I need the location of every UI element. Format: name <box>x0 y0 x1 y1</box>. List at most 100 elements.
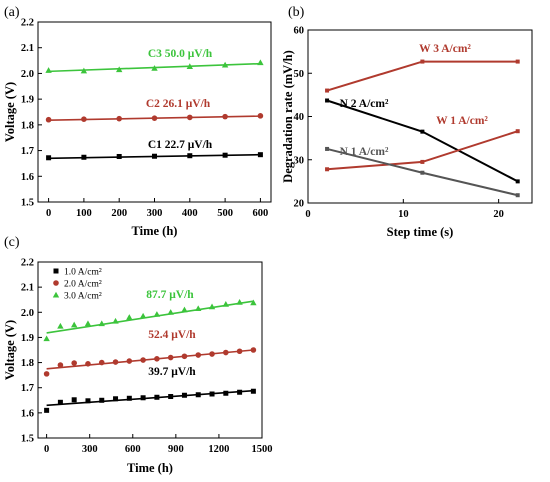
series-label: 87.7 μV/h <box>146 289 194 301</box>
series-0: 39.7 μV/h <box>44 366 256 413</box>
data-point <box>195 352 202 358</box>
data-point <box>257 59 264 66</box>
fit-line <box>46 300 254 334</box>
legend: 1.0 A/cm² 2.0 A/cm² 3.0 A/cm² <box>52 268 102 302</box>
data-point <box>139 312 147 319</box>
y-tick-label: 1.7 <box>21 383 34 394</box>
x-tick-label: 0 <box>46 208 51 219</box>
series-1: N 2 A/cm² <box>325 98 520 184</box>
y-tick-label: 2.1 <box>21 43 34 54</box>
series-label: N 1 A/cm² <box>340 146 389 158</box>
series-label: 52.4 μV/h <box>148 329 196 341</box>
panel-letter: (a) <box>4 5 20 20</box>
legend-label: 2.0 A/cm² <box>64 280 102 290</box>
data-point <box>116 153 122 159</box>
data-point <box>223 349 229 356</box>
y-tick-label: 2.2 <box>21 18 34 29</box>
data-point <box>57 362 64 368</box>
series-1: C2 26.1 μV/h <box>45 98 264 123</box>
data-point <box>98 359 105 366</box>
data-point <box>515 179 520 184</box>
data-point <box>45 116 52 123</box>
data-point <box>181 392 187 398</box>
series-1: 52.4 μV/h <box>43 329 257 377</box>
data-point <box>222 113 228 120</box>
y-tick-label: 1.5 <box>21 434 34 445</box>
data-point <box>325 88 330 93</box>
data-point <box>222 152 228 158</box>
data-point <box>85 361 91 367</box>
data-point <box>140 395 146 401</box>
x-axis-label: Time (h) <box>132 224 178 238</box>
x-tick-label: 200 <box>111 208 127 219</box>
legend-marker <box>53 268 59 274</box>
x-tick-label: 900 <box>168 444 184 455</box>
x-axis-label: Step time (s) <box>387 225 454 239</box>
data-point <box>98 320 105 327</box>
y-tick-label: 20 <box>294 199 305 210</box>
data-point <box>325 167 330 172</box>
panel-0: 0 100 200 300 400 500 600 1.5 1.6 1.7 1.8 1.9 2.0 2.1… <box>3 5 272 238</box>
data-point <box>236 348 243 355</box>
data-point <box>44 407 50 413</box>
series-0: W 3 A/cm² <box>325 43 520 93</box>
series-line <box>326 60 518 92</box>
data-point <box>153 311 161 317</box>
data-point <box>237 389 243 395</box>
series-2: W 1 A/cm² <box>325 115 520 172</box>
series-label: 39.7 μV/h <box>148 366 196 378</box>
data-point <box>222 301 230 307</box>
y-axis-label: Voltage (V) <box>3 320 17 380</box>
y-tick-label: 50 <box>294 69 305 80</box>
data-point <box>223 390 229 396</box>
data-point <box>167 354 174 361</box>
data-point <box>81 154 87 160</box>
data-point <box>187 114 193 121</box>
y-tick-label: 1.6 <box>21 172 34 183</box>
fit-line <box>46 349 254 370</box>
data-point <box>181 306 188 313</box>
panel-letter: (c) <box>4 235 20 250</box>
data-point <box>46 155 52 161</box>
data-point <box>250 299 257 306</box>
y-tick-label: 1.8 <box>21 358 34 369</box>
data-point <box>154 394 160 400</box>
x-tick-label: 1500 <box>252 444 273 455</box>
data-point <box>115 66 123 73</box>
data-point <box>43 335 50 342</box>
y-tick-label: 2.0 <box>21 308 34 319</box>
data-point <box>140 357 146 363</box>
data-point <box>112 359 119 365</box>
data-point <box>45 67 52 73</box>
series-label: W 1 A/cm² <box>436 115 488 127</box>
data-point <box>515 59 520 64</box>
y-axis-label: Voltage (V) <box>3 82 17 142</box>
data-point <box>71 360 77 366</box>
data-point <box>81 116 87 122</box>
x-tick-label: 0 <box>44 444 49 455</box>
legend-label: 1.0 A/cm² <box>64 268 102 278</box>
data-point <box>57 399 63 405</box>
series-label: W 3 A/cm² <box>419 43 471 55</box>
data-point <box>208 303 216 310</box>
data-point <box>250 388 256 394</box>
data-point <box>113 396 119 402</box>
data-point <box>80 67 88 74</box>
x-tick-label: 0 <box>305 209 310 220</box>
plot-frame <box>37 261 263 439</box>
legend-marker <box>53 280 59 286</box>
data-point <box>154 356 160 362</box>
x-tick-label: 20 <box>493 209 504 220</box>
data-point <box>57 322 64 329</box>
data-point <box>209 391 215 397</box>
data-point <box>250 347 257 353</box>
data-point <box>126 395 132 401</box>
panel-letter: (b) <box>288 5 305 20</box>
data-point <box>420 129 425 134</box>
data-point <box>116 115 122 122</box>
data-point <box>420 59 425 64</box>
x-tick-label: 100 <box>76 208 92 219</box>
x-tick-label: 300 <box>82 444 98 455</box>
y-tick-label: 1.9 <box>21 333 34 344</box>
data-point <box>112 317 119 324</box>
